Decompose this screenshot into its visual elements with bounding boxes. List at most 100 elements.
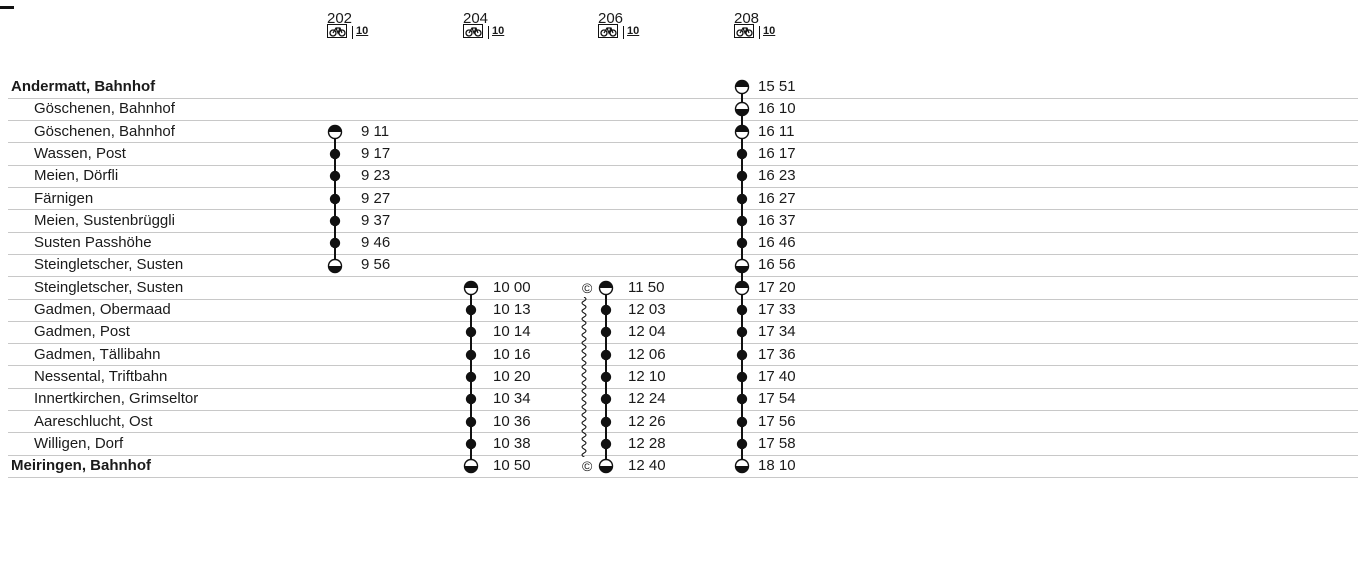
departure-time: 12 03 (628, 301, 666, 318)
bicycle-icon (327, 24, 347, 38)
departure-time: 17 33 (758, 301, 796, 318)
row-divider (8, 276, 1358, 278)
bike-note: 10 (463, 24, 504, 39)
bike-note: 10 (734, 24, 775, 39)
departure-time: 9 17 (361, 144, 391, 162)
departure-time: 9 46 (361, 234, 391, 252)
row-divider (8, 343, 1358, 345)
filled-circle-icon (465, 349, 477, 360)
stop-name: Meiringen, Bahnhof (11, 457, 151, 475)
row-divider (8, 97, 1358, 99)
half-circle-bottom-icon (598, 459, 614, 474)
filled-circle-icon (736, 349, 748, 360)
filled-circle-icon (329, 148, 341, 160)
stop-name: Göschenen, Bahnhof (34, 100, 175, 118)
departure-time: 16 37 (758, 211, 796, 229)
stop-name: Aareschlucht, Ost (34, 412, 153, 430)
filled-circle-icon (600, 438, 612, 450)
departure-time: 15 51 (758, 78, 796, 95)
departure-time: 11 50 (628, 278, 665, 296)
departure-time: 9 23 (361, 167, 391, 185)
filled-circle-icon (329, 193, 341, 204)
departure-time: 12 28 (628, 434, 666, 452)
departure-time: 17 54 (758, 390, 796, 408)
departure-time: 10 16 (493, 345, 531, 363)
row-divider (8, 320, 1358, 322)
filled-circle-icon (736, 438, 748, 450)
filled-circle-icon (736, 171, 748, 182)
stop-name: Steingletscher, Susten (34, 278, 184, 296)
departure-time: 10 34 (493, 390, 531, 408)
column-number: 204 (463, 10, 489, 27)
filled-circle-icon (600, 304, 612, 316)
filled-circle-icon (736, 148, 748, 160)
filled-circle-icon (736, 215, 748, 227)
filled-circle-icon (465, 394, 477, 405)
departure-time: 18 10 (758, 457, 796, 475)
reservation-mark: © (582, 458, 593, 475)
column-number: 202 (327, 10, 353, 27)
row-divider (8, 454, 1358, 456)
departure-time: 17 34 (758, 323, 796, 341)
stop-name: Gadmen, Post (34, 323, 130, 341)
filled-circle-icon (329, 238, 341, 249)
departure-time: 12 04 (628, 323, 666, 341)
stop-name: Wassen, Post (34, 144, 126, 162)
reservation-mark: © (582, 279, 593, 296)
filled-circle-icon (736, 238, 748, 249)
bike-note-number: 10 (759, 25, 775, 39)
half-circle-bottom-icon (463, 459, 479, 474)
stop-name: Innertkirchen, Grimseltor (34, 390, 199, 408)
filled-circle-icon (600, 349, 612, 360)
departure-time: 16 56 (758, 256, 796, 274)
half-circle-bottom-icon (734, 459, 750, 474)
filled-circle-icon (600, 416, 612, 427)
bike-note-number: 10 (352, 25, 368, 39)
departure-time: 12 10 (628, 367, 666, 385)
departure-time: 10 20 (493, 367, 531, 385)
stop-name: Meien, Sustenbrüggli (34, 211, 175, 229)
departure-time: 17 20 (758, 278, 796, 296)
filled-circle-icon (736, 327, 748, 338)
row-divider (8, 120, 1358, 122)
half-circle-top-icon (734, 124, 750, 139)
half-circle-bottom-icon (734, 258, 750, 273)
bicycle-icon (734, 24, 754, 38)
filled-circle-icon (736, 394, 748, 405)
stop-name: Steingletscher, Susten (34, 256, 184, 274)
departure-time: 9 56 (361, 256, 391, 274)
stop-name: Susten Passhöhe (34, 234, 152, 252)
bike-note: 10 (327, 24, 368, 39)
column-number: 206 (598, 10, 624, 27)
row-divider (8, 142, 1358, 144)
row-divider (8, 209, 1358, 211)
half-circle-top-icon (734, 280, 750, 296)
half-circle-top-icon (463, 280, 479, 296)
half-circle-top-icon (734, 79, 750, 95)
stop-name: Färnigen (34, 189, 94, 207)
stop-name: Göschenen, Bahnhof (34, 122, 175, 140)
row-divider (8, 187, 1358, 188)
row-divider (8, 365, 1358, 367)
bike-note: 10 (598, 24, 639, 39)
departure-time: 17 36 (758, 345, 796, 363)
route-line (741, 87, 743, 467)
stop-name: Nessental, Triftbahn (34, 367, 168, 385)
row-divider (8, 410, 1358, 411)
departure-time: 10 00 (493, 278, 531, 296)
stop-name: Meien, Dörfli (34, 167, 119, 185)
departure-time: 16 27 (758, 189, 796, 207)
departure-time: 10 14 (493, 323, 531, 341)
row-divider (8, 432, 1358, 434)
filled-circle-icon (600, 371, 612, 383)
row-divider (8, 476, 1358, 478)
half-circle-bottom-icon (734, 102, 750, 117)
departure-time: 9 27 (361, 189, 391, 207)
filled-circle-icon (736, 371, 748, 383)
departure-time: 9 11 (361, 122, 390, 140)
filled-circle-icon (465, 327, 477, 338)
filled-circle-icon (736, 193, 748, 204)
stop-name: Andermatt, Bahnhof (11, 78, 156, 95)
half-circle-top-icon (598, 280, 614, 296)
filled-circle-icon (465, 371, 477, 383)
